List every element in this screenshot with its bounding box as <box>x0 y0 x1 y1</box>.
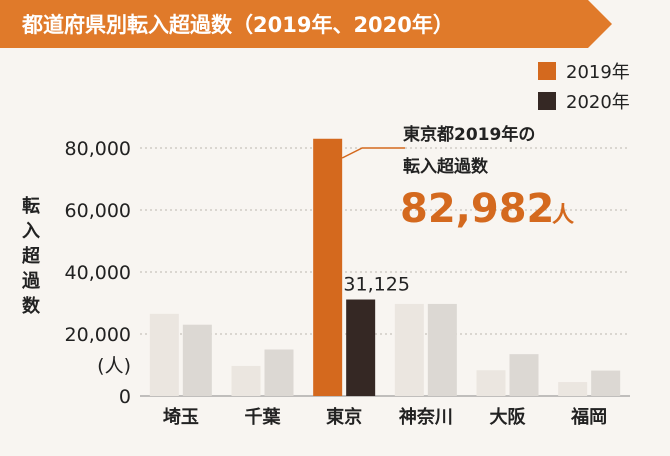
x-tick-label: 神奈川 <box>399 406 453 428</box>
annotation-value: 82,982 <box>400 186 554 232</box>
y-tick-label: 60,000 <box>65 200 131 222</box>
bar-2020-2 <box>346 299 376 396</box>
legend-label-2020: 2020年 <box>566 92 630 113</box>
annotation-leader-line <box>341 147 405 159</box>
annotation-unit: 人 <box>552 203 574 228</box>
y-tick-label: 40,000 <box>65 262 131 284</box>
bar-2019-0 <box>149 313 179 396</box>
x-tick-label: 福岡 <box>570 406 607 428</box>
bar-2020-0 <box>182 324 212 396</box>
bar-2019-1 <box>231 365 261 396</box>
y-axis-label: 転入超過数 <box>22 195 41 317</box>
bar-2019-3 <box>394 303 424 396</box>
legend-label-2019: 2019年 <box>566 62 630 83</box>
legend-swatch-2019 <box>538 62 556 80</box>
bar-2019-2 <box>313 138 343 396</box>
bar-2020-5 <box>591 370 621 396</box>
chart-title: 都道府県別転入超過数（2019年、2020年） <box>21 13 454 37</box>
bar-2020-1 <box>264 349 294 396</box>
x-tick-label: 東京 <box>326 406 362 428</box>
x-tick-label: 千葉 <box>245 407 282 428</box>
annotation-line2: 転入超過数 <box>403 156 489 177</box>
bar-2020-3 <box>427 303 457 396</box>
y-tick-label: 20,000 <box>65 324 131 346</box>
x-tick-label: 埼玉 <box>163 406 199 428</box>
legend-swatch-2020 <box>538 92 556 110</box>
bar-2019-4 <box>476 370 506 396</box>
y-unit-label: (人) <box>97 355 131 377</box>
bar-2019-5 <box>558 382 588 396</box>
bar-2020-4 <box>509 354 539 396</box>
y-tick-label: 0 <box>119 386 131 408</box>
x-tick-label: 大阪 <box>490 406 527 428</box>
title-banner <box>0 0 612 48</box>
data-label: 31,125 <box>343 274 409 296</box>
annotation-line1: 東京都2019年の <box>403 124 535 145</box>
y-tick-label: 80,000 <box>65 138 131 160</box>
